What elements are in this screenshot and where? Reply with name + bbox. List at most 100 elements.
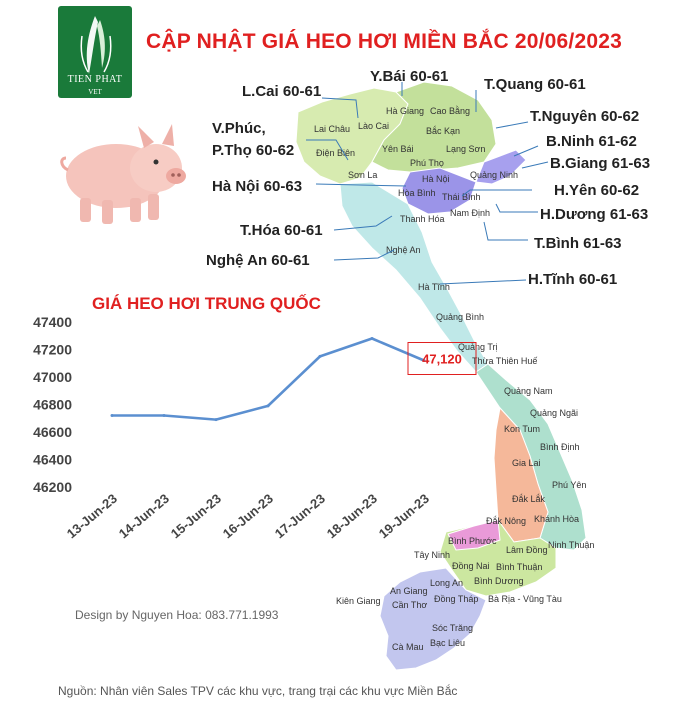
map-label: Lâm Đồng	[506, 545, 548, 555]
map-label: Kon Tum	[504, 424, 540, 434]
map-label: Điện Biên	[316, 148, 355, 158]
province-price-label: Hà Nội 60-63	[212, 178, 303, 195]
price-point	[370, 337, 374, 340]
map-label: Tây Ninh	[414, 550, 450, 560]
y-axis-labels: 46200 46400 46600 46800 47000 47200 47400	[33, 314, 72, 495]
pig-illustration	[60, 124, 186, 224]
map-label: Quảng Ninh	[470, 170, 518, 180]
y-tick-label: 47200	[33, 342, 72, 358]
map-label: Hòa Bình	[398, 188, 436, 198]
map-label: Long An	[430, 578, 463, 588]
province-price-label: Nghệ An 60-61	[206, 252, 310, 269]
map-label: Khánh Hòa	[534, 514, 579, 524]
leader-lines	[306, 82, 549, 285]
map-label: Lạng Sơn	[446, 144, 485, 154]
province-price-label: T.Bình 61-63	[534, 235, 622, 252]
x-tick-label: 13-Jun-23	[64, 491, 120, 542]
x-tick-label: 19-Jun-23	[376, 491, 432, 542]
price-point	[162, 414, 166, 417]
map-label: Bình Phước	[448, 536, 497, 546]
map-label: Thừa Thiên Huế	[472, 356, 537, 366]
map-label: Bà Rịa - Vũng Tàu	[488, 594, 562, 604]
price-point	[422, 359, 426, 362]
province-price-label: T.Nguyên 60-62	[530, 108, 640, 125]
y-tick-label: 46400	[33, 452, 72, 468]
map-label: Đắk Lắk	[512, 494, 546, 504]
map-label: Bắc Kạn	[426, 126, 460, 136]
page-title: CẬP NHẬT GIÁ HEO HƠI MIỀN BẮC 20/06/2023	[146, 30, 622, 53]
price-point	[318, 354, 322, 358]
y-tick-label: 47400	[33, 314, 72, 330]
x-tick-label: 16-Jun-23	[220, 491, 276, 542]
map-region-redriver-delta	[401, 167, 477, 215]
price-point	[214, 418, 218, 422]
province-price-label: H.Dương 61-63	[540, 206, 649, 223]
map-label: Sóc Trăng	[432, 623, 473, 633]
map-label: Yên Bái	[382, 144, 414, 154]
map-label: Cao Bằng	[430, 106, 470, 116]
price-point	[266, 404, 270, 408]
province-price-label: H.Tĩnh 60-61	[528, 271, 618, 288]
map-label: Quảng Nam	[504, 386, 553, 396]
map-label: Hà Giang	[386, 106, 424, 116]
last-value-box	[407, 342, 477, 375]
map-label: Nghệ An	[386, 245, 421, 255]
map-label: Đồng Tháp	[434, 594, 478, 604]
map-region-northeast	[371, 81, 497, 173]
data-source: Nguồn: Nhân viên Sales TPV các khu vực, …	[58, 684, 458, 698]
x-axis-labels: 13-Jun-2314-Jun-2315-Jun-2316-Jun-2317-J…	[64, 491, 432, 542]
map-label: Quảng Ngãi	[530, 408, 578, 418]
map-region-quangninh	[475, 149, 527, 185]
chart-title: GIÁ HEO HƠI TRUNG QUỐC	[92, 294, 321, 313]
x-tick-label: 17-Jun-23	[272, 491, 328, 542]
price-points	[110, 337, 426, 422]
last-value-label: 47,120	[422, 352, 462, 367]
last-value-callout: 47,120	[407, 342, 477, 375]
map-label: Lào Cai	[358, 121, 389, 131]
map-label: Phú Thọ	[410, 158, 444, 168]
map-label: Phú Yên	[552, 480, 586, 490]
map-label: Cần Thơ	[392, 600, 427, 610]
price-point	[110, 414, 114, 417]
province-price-label: B.Ninh 61-62	[546, 133, 637, 150]
x-tick-label: 18-Jun-23	[324, 491, 380, 542]
map-label: Quảng Bình	[436, 312, 484, 322]
province-price-label: T.Quang 60-61	[484, 76, 586, 93]
y-tick-label: 46200	[33, 479, 72, 495]
x-tick-label: 14-Jun-23	[116, 491, 172, 542]
province-price-label: T.Hóa 60-61	[240, 222, 323, 239]
province-price-label: V.Phúc,	[212, 120, 266, 137]
map-label: Kiên Giang	[336, 596, 381, 606]
map-label: Sơn La	[348, 170, 377, 180]
map-label: Bình Định	[540, 442, 580, 452]
province-price-label: P.Thọ 60-62	[212, 142, 295, 159]
map-label: An Giang	[390, 586, 428, 596]
logo-emblem	[80, 16, 112, 74]
province-price-label: B.Giang 61-63	[550, 155, 651, 172]
map-label: Hà Tĩnh	[418, 282, 450, 292]
map-region-binhphuoc	[447, 519, 501, 551]
company-logo: TIEN PHAT VET	[58, 6, 132, 98]
province-price-label: H.Yên 60-62	[554, 182, 640, 199]
map-label: Quảng Trị	[458, 342, 498, 352]
map-label: Thái Bình	[442, 192, 481, 202]
y-tick-label: 46600	[33, 424, 72, 440]
map-label: Nam Định	[450, 208, 490, 218]
design-credit: Design by Nguyen Hoa: 083.771.1993	[75, 608, 279, 622]
map-label: Bình Thuận	[496, 562, 542, 572]
map-label: Thanh Hóa	[400, 214, 445, 224]
map-region-labels: Lai Châu Lào Cai Hà Giang Cao Bằng Bắc K…	[314, 106, 594, 652]
province-price-label: Y.Bái 60-61	[370, 68, 449, 85]
map-label: Đồng Nai	[452, 561, 490, 571]
map-label: Lai Châu	[314, 124, 350, 134]
map-region-mekong-delta	[379, 567, 487, 671]
map-label: Bạc Liêu	[430, 638, 465, 648]
logo-text: TIEN PHAT	[67, 74, 123, 85]
map-label: Cà Mau	[392, 642, 424, 652]
map-label: Hà Nội	[422, 174, 450, 184]
price-series-line	[112, 337, 425, 421]
map-label: Đắk Nông	[486, 516, 526, 526]
logo-subtext: VET	[88, 88, 102, 96]
